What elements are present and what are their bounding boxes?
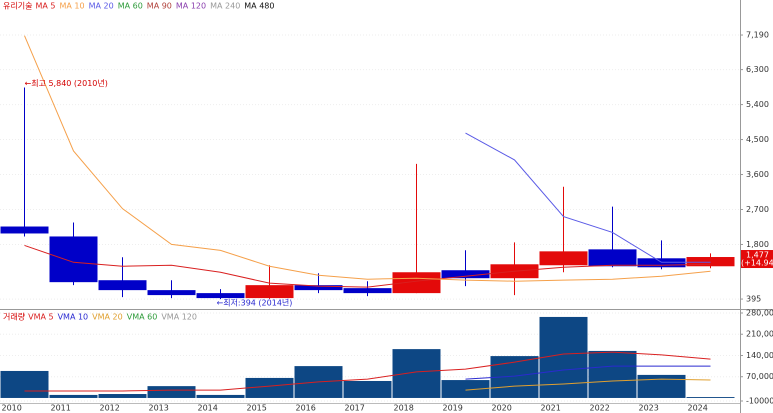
change-label: (+14.94%) [741,259,773,268]
volume-bar [392,349,441,398]
y-tick-label: 4,500 [746,135,769,144]
legend-entry: MA 480 [244,2,274,11]
y-tick-label: 210,000 [746,330,773,339]
candle-body [98,280,147,291]
high-annotation: ←최고 5,840 (2010년) [25,78,108,88]
y-tick-label: 140,000 [746,351,773,360]
x-tick-label: 2018 [394,404,414,413]
volume-bar [196,394,245,398]
moving-average-line [465,378,711,391]
candle-body [294,285,343,291]
legend-entry: MA 5 [35,2,55,11]
x-tick-label: 2013 [149,404,169,413]
legend-entry: VMA 120 [161,313,197,322]
candle-body [147,290,196,296]
moving-average-line [24,35,711,282]
moving-average-line [24,244,711,288]
candle-body [343,288,392,294]
candle-body [539,251,588,266]
moving-average-line [24,351,711,392]
y-tick-label: 3,600 [746,170,769,179]
volume-bar [441,380,490,398]
legend-entry: VMA 60 [127,313,158,322]
volume-bar [343,380,392,398]
x-tick-label: 2016 [296,404,316,413]
y-tick-label: 70,000 [746,372,773,381]
y-tick-label: 7,190 [746,31,769,40]
y-tick-label: -10000 [746,397,773,406]
legend-entry: MA 10 [59,2,84,11]
y-tick-label: 1,800 [746,240,769,249]
volume-bar [588,350,637,398]
last-value-box [741,250,773,269]
legend-entry: MA 120 [176,2,206,11]
x-tick-label: 2015 [247,404,267,413]
x-tick-label: 2010 [2,404,22,413]
volume-bar [0,370,49,398]
legend-entry: MA 90 [147,2,172,11]
low-annotation: ←최저:394 (2014년) [217,298,293,308]
x-tick-label: 2014 [198,404,218,413]
x-tick-label: 2012 [100,404,120,413]
legend-entry: VMA 20 [92,313,123,322]
volume-bar [147,386,196,398]
candle-body [245,285,294,299]
last-value-label: 1,477 [746,251,769,260]
legend-entry: MA 20 [89,2,114,11]
x-tick-label: 2017 [345,404,365,413]
volume-bar [245,377,294,398]
x-tick-label: 2020 [492,404,512,413]
candle-body [392,272,441,294]
y-tick-label: 280,000 [746,309,773,318]
volume-bar [49,394,98,398]
y-tick-label: 6,300 [746,65,769,74]
candle-body [588,249,637,267]
legend-entry: VMA 5 [28,313,53,322]
x-tick-label: 2011 [51,404,71,413]
volume-bar [637,374,686,398]
legend-title: 거래량 [3,312,26,322]
y-tick-label: 395 [746,295,761,304]
x-tick-label: 2019 [443,404,463,413]
candle-body [196,293,245,299]
candle-body [441,270,490,279]
moving-average-line [465,132,711,263]
volume-bar [539,316,588,398]
legend-entry: MA 240 [210,2,240,11]
legend-entry: VMA 10 [58,313,89,322]
legend-title: 유리기술 [3,1,32,11]
x-tick-label: 2024 [688,404,708,413]
candle-body [0,226,49,234]
volume-bar [98,394,147,398]
candle-body [49,236,98,283]
moving-average-line [465,365,711,380]
volume-bar [686,397,735,398]
legend-entry: MA 60 [118,2,143,11]
y-tick-label: 2,700 [746,205,769,214]
y-tick-label: 5,400 [746,100,769,109]
candle-body [686,257,735,267]
x-tick-label: 2023 [639,404,659,413]
x-tick-label: 2022 [590,404,610,413]
x-tick-label: 2021 [541,404,561,413]
